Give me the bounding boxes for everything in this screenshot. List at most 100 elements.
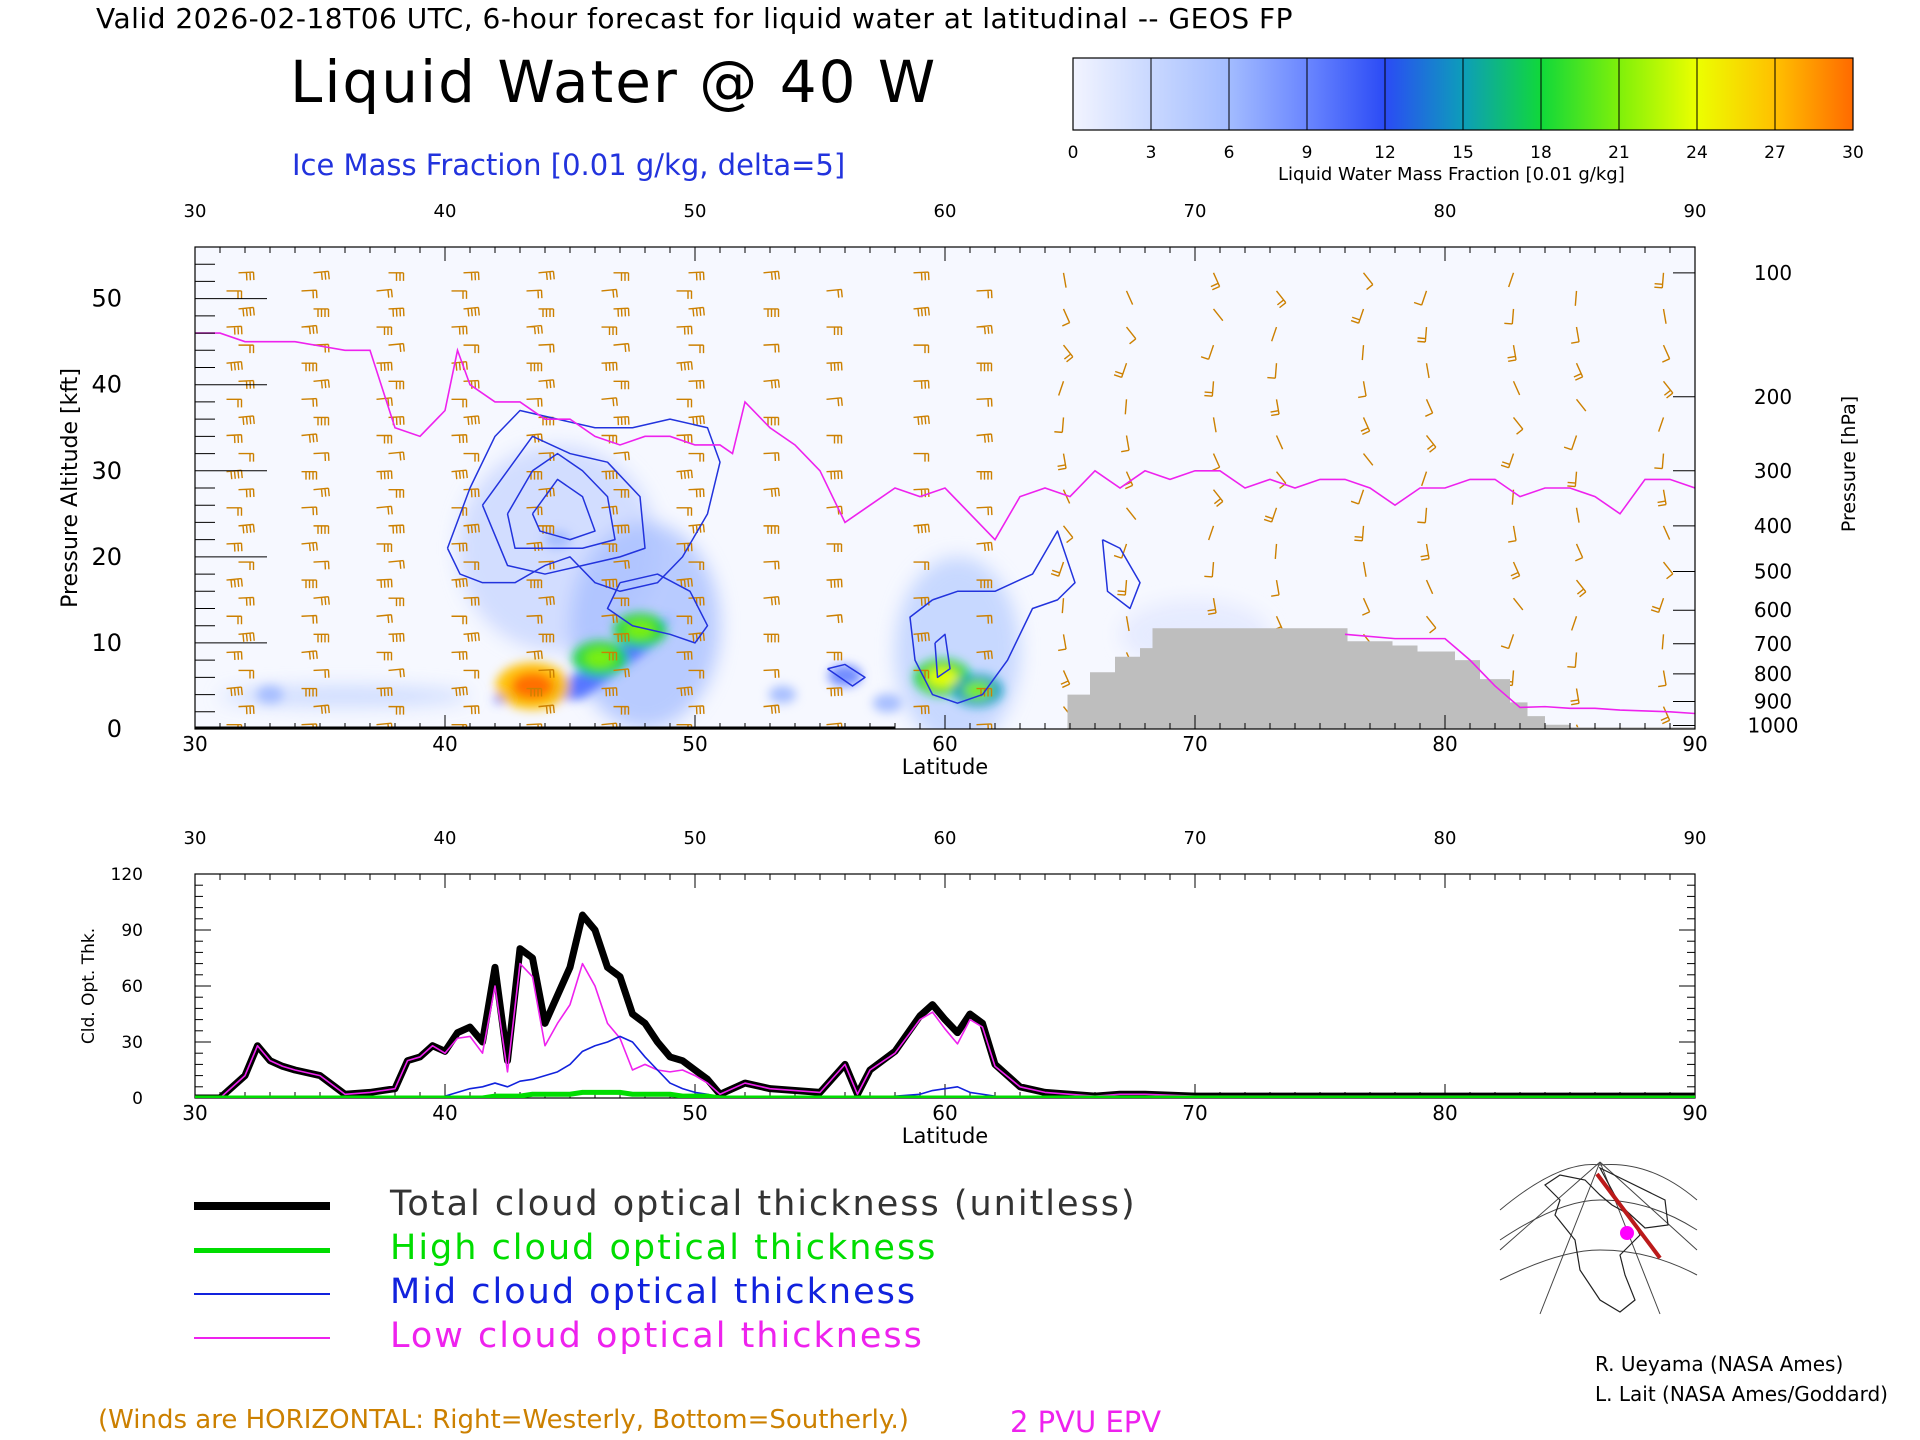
wind-barb — [1512, 380, 1521, 396]
winds-note: (Winds are HORIZONTAL: Right=Westerly, B… — [98, 1405, 909, 1435]
wind-barb — [226, 434, 243, 444]
wind-barb — [238, 669, 255, 679]
wind-barb — [688, 271, 705, 281]
wind-barb — [238, 561, 255, 571]
wind-barb — [1358, 381, 1367, 399]
x-top-tick-label: 80 — [1434, 201, 1457, 222]
wind-barb — [388, 307, 405, 317]
liquid-water-core — [584, 648, 616, 669]
wind-barb — [613, 342, 630, 353]
liquid-water-blob — [768, 685, 797, 704]
wind-barb — [976, 397, 993, 407]
wind-barb — [613, 559, 630, 569]
wind-barb — [463, 306, 480, 317]
wind-barb — [526, 614, 543, 624]
wind-barb — [313, 270, 330, 281]
ice-contour — [506, 452, 616, 549]
wind-barb — [613, 597, 630, 607]
x-tick-label: 90 — [1682, 1101, 1707, 1125]
wind-barb — [1113, 362, 1128, 379]
pressure-tick-label: 200 — [1754, 385, 1792, 409]
wind-barb — [1062, 344, 1074, 363]
wind-barb — [376, 470, 393, 480]
wind-barb — [451, 398, 468, 408]
wind-barb — [1204, 561, 1215, 578]
pressure-tick-label: 400 — [1754, 514, 1792, 538]
wind-barb — [1650, 597, 1665, 614]
wind-barb — [826, 614, 843, 624]
ice-contour — [531, 478, 596, 541]
wind-barb — [376, 543, 393, 552]
wind-barb — [226, 577, 243, 588]
wind-barb — [538, 308, 555, 317]
wind-barb — [1113, 543, 1128, 559]
x-tick-label: 80 — [1432, 1101, 1457, 1125]
wind-barb — [538, 704, 555, 714]
wind-barb — [376, 651, 393, 661]
y-tick-label: 30 — [121, 1033, 143, 1053]
x-top-tick-label: 90 — [1684, 201, 1707, 222]
x-axis-label: Latitude — [902, 1124, 988, 1148]
colorbar-tick-label: 18 — [1530, 143, 1552, 163]
wind-barb — [238, 596, 255, 606]
legend-swatch — [194, 1337, 330, 1339]
wind-barb — [1512, 416, 1524, 435]
wind-barb — [763, 595, 780, 606]
wind-barb — [976, 433, 993, 443]
legend-label: Total cloud optical thickness (unitless) — [390, 1184, 1137, 1224]
colorbar-tick-label: 24 — [1686, 143, 1708, 163]
y-axis-label: Pressure Altitude [kft] — [58, 368, 83, 608]
x-tick-label: 50 — [682, 732, 707, 756]
wind-barb — [676, 577, 693, 588]
wind-barb — [1354, 525, 1365, 542]
legend-swatch — [194, 1247, 330, 1253]
y-tick-label: 0 — [107, 715, 122, 743]
cloud-optical-thickness-plot: 0 30 60 90 120 30 30 40 40 50 50 60 60 70 70 80 80 90 90 La… — [79, 828, 1708, 1148]
wind-barb — [1507, 345, 1517, 362]
wind-barb — [526, 541, 543, 552]
wind-barb — [238, 306, 255, 317]
wind-barb — [451, 325, 468, 335]
wind-barb — [601, 578, 618, 588]
wind-barb — [226, 361, 243, 371]
wind-barb — [976, 614, 993, 624]
wind-barb — [1050, 561, 1065, 577]
wind-barb — [1660, 706, 1671, 725]
wind-barb — [601, 687, 618, 697]
wind-barb — [1507, 272, 1515, 288]
wind-barbs — [226, 270, 1674, 729]
wind-barb — [388, 451, 405, 461]
wind-barb — [676, 325, 693, 335]
wind-barb — [688, 306, 705, 317]
wind-barb — [463, 415, 480, 426]
legend-label: Mid cloud optical thickness — [390, 1272, 918, 1312]
wind-barb — [388, 632, 405, 643]
x-tick-label: 30 — [182, 732, 207, 756]
wind-barb — [688, 523, 705, 534]
wind-barb — [538, 525, 555, 534]
wind-barb — [1350, 489, 1365, 505]
wind-barb — [763, 379, 780, 389]
wind-barb — [1662, 561, 1674, 580]
wind-barb — [1508, 525, 1517, 543]
wind-barb — [376, 361, 393, 371]
y-tick-label: 40 — [91, 371, 122, 399]
x-top-tick-label: 30 — [184, 201, 207, 222]
wind-barb — [1417, 326, 1428, 343]
pressure-tick-label: 300 — [1754, 459, 1792, 483]
wind-barb — [538, 633, 555, 643]
wind-barb — [1207, 525, 1215, 541]
wind-barb — [526, 289, 543, 299]
legend-label: High cloud optical thickness — [390, 1228, 938, 1268]
wind-barb — [688, 705, 705, 715]
x-tick-label: 70 — [1182, 1101, 1207, 1125]
x-tick-label: 60 — [932, 732, 957, 756]
wind-barb — [226, 615, 243, 625]
y-tick-label: 10 — [91, 629, 122, 657]
wind-barb — [226, 398, 243, 408]
pressure-tick-label: 700 — [1754, 632, 1792, 656]
wind-barb — [1125, 326, 1137, 345]
wind-barb — [1212, 308, 1224, 322]
x-top-tick-label: 50 — [684, 828, 707, 849]
